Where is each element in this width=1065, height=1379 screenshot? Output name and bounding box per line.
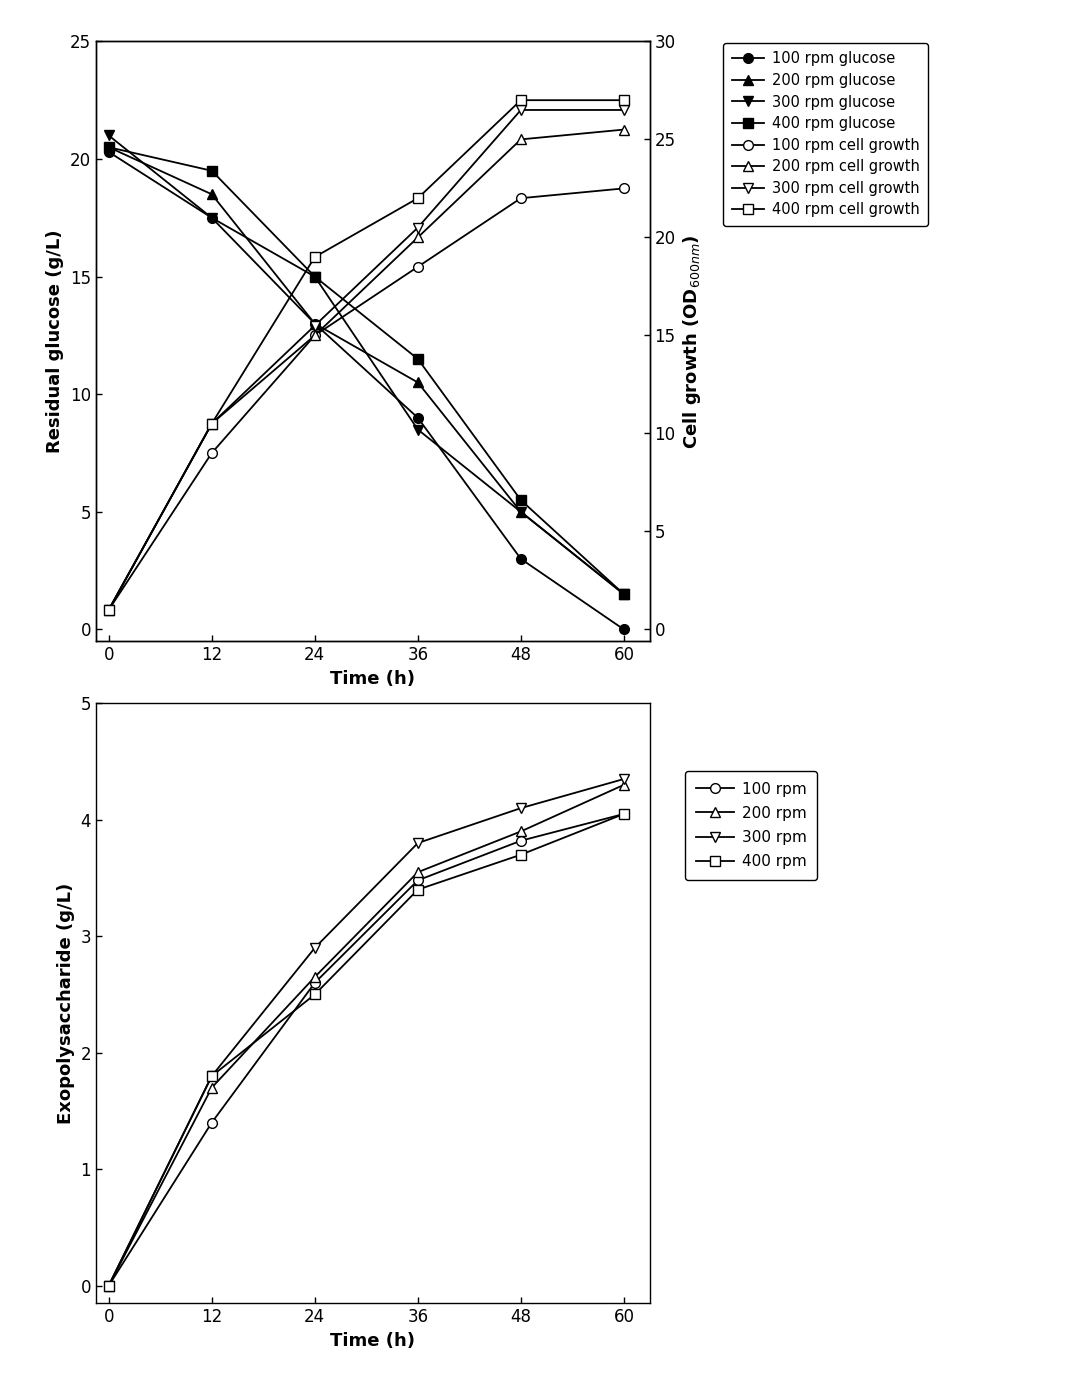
200 rpm glucose [411,374,424,390]
400 rpm glucose [206,163,218,179]
Line: 400 rpm glucose: 400 rpm glucose [104,142,628,598]
100 rpm [411,872,424,888]
200 rpm glucose [206,186,218,203]
200 rpm glucose [309,316,322,332]
400 rpm [309,986,322,1003]
X-axis label: Time (h): Time (h) [330,670,415,688]
300 rpm glucose [102,127,115,143]
400 rpm glucose [102,139,115,156]
300 rpm glucose [411,421,424,437]
300 rpm [309,939,322,956]
100 rpm [309,975,322,992]
400 rpm glucose [618,586,630,603]
300 rpm cell growth [102,601,115,618]
200 rpm cell growth [618,121,630,138]
400 rpm cell growth [618,92,630,109]
Line: 100 rpm: 100 rpm [104,809,628,1291]
200 rpm cell growth [411,229,424,245]
100 rpm cell growth [309,327,322,343]
400 rpm cell growth [102,601,115,618]
300 rpm [102,1277,115,1294]
300 rpm cell growth [206,415,218,432]
200 rpm glucose [102,139,115,156]
300 rpm [411,834,424,851]
100 rpm cell growth [514,190,527,207]
X-axis label: Time (h): Time (h) [330,1332,415,1350]
200 rpm [514,823,527,840]
400 rpm glucose [514,492,527,509]
200 rpm cell growth [514,131,527,148]
300 rpm cell growth [411,219,424,236]
400 rpm [411,881,424,898]
300 rpm [514,800,527,816]
100 rpm [514,833,527,849]
Line: 300 rpm glucose: 300 rpm glucose [104,131,628,598]
Y-axis label: Residual glucose (g/L): Residual glucose (g/L) [46,229,64,454]
300 rpm glucose [618,586,630,603]
100 rpm cell growth [102,601,115,618]
100 rpm cell growth [618,181,630,197]
Line: 400 rpm cell growth: 400 rpm cell growth [104,95,628,615]
100 rpm cell growth [206,445,218,462]
Line: 400 rpm: 400 rpm [104,809,628,1291]
200 rpm [206,1080,218,1096]
400 rpm [618,805,630,822]
Legend: 100 rpm glucose, 200 rpm glucose, 300 rpm glucose, 400 rpm glucose, 100 rpm cell: 100 rpm glucose, 200 rpm glucose, 300 rp… [723,43,929,226]
300 rpm cell growth [618,102,630,119]
300 rpm glucose [206,210,218,226]
200 rpm cell growth [206,415,218,432]
100 rpm [206,1114,218,1131]
Line: 200 rpm: 200 rpm [104,781,628,1291]
100 rpm glucose [309,316,322,332]
300 rpm cell growth [514,102,527,119]
400 rpm glucose [309,269,322,285]
400 rpm [514,847,527,863]
100 rpm cell growth [411,258,424,274]
300 rpm [206,1067,218,1084]
200 rpm [411,863,424,880]
400 rpm cell growth [309,248,322,265]
100 rpm [102,1277,115,1294]
400 rpm [206,1067,218,1084]
Line: 100 rpm cell growth: 100 rpm cell growth [104,183,628,615]
Line: 100 rpm glucose: 100 rpm glucose [104,148,628,634]
300 rpm glucose [309,269,322,285]
400 rpm [102,1277,115,1294]
400 rpm cell growth [411,190,424,207]
200 rpm [309,968,322,985]
100 rpm glucose [514,550,527,567]
300 rpm cell growth [309,317,322,334]
Legend: 100 rpm, 200 rpm, 300 rpm, 400 rpm: 100 rpm, 200 rpm, 300 rpm, 400 rpm [685,771,817,880]
200 rpm glucose [514,503,527,520]
100 rpm glucose [206,210,218,226]
100 rpm glucose [618,621,630,637]
400 rpm glucose [411,350,424,367]
200 rpm glucose [618,586,630,603]
100 rpm [618,805,630,822]
200 rpm [618,776,630,793]
Line: 200 rpm cell growth: 200 rpm cell growth [104,124,628,615]
400 rpm cell growth [514,92,527,109]
200 rpm cell growth [309,327,322,343]
300 rpm glucose [514,503,527,520]
Y-axis label: Exopolysaccharide (g/L): Exopolysaccharide (g/L) [56,883,75,1124]
Line: 300 rpm cell growth: 300 rpm cell growth [104,105,628,615]
300 rpm [618,771,630,787]
Y-axis label: Cell growth (OD$_{600nm}$): Cell growth (OD$_{600nm}$) [682,234,703,448]
200 rpm [102,1277,115,1294]
100 rpm glucose [102,143,115,160]
100 rpm glucose [411,410,424,426]
Line: 300 rpm: 300 rpm [104,774,628,1291]
400 rpm cell growth [206,415,218,432]
200 rpm cell growth [102,601,115,618]
Line: 200 rpm glucose: 200 rpm glucose [104,142,628,598]
